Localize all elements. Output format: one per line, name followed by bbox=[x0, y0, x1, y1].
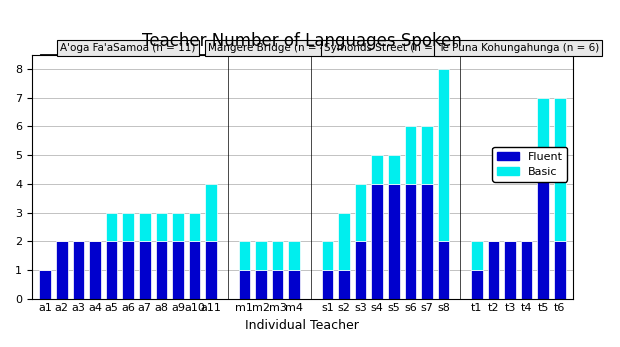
Bar bbox=[205, 241, 217, 298]
Bar bbox=[255, 270, 267, 298]
Bar bbox=[89, 241, 100, 298]
Bar bbox=[471, 241, 482, 270]
Bar bbox=[156, 241, 167, 298]
Bar bbox=[388, 155, 399, 184]
Bar bbox=[404, 126, 416, 184]
Bar bbox=[156, 212, 167, 241]
Bar bbox=[122, 212, 134, 241]
Bar bbox=[554, 241, 565, 298]
Text: A'oga Fa'aSamoa (n = 11): A'oga Fa'aSamoa (n = 11) bbox=[60, 43, 196, 53]
Bar bbox=[172, 241, 184, 298]
Text: Symonds Street (n = 8): Symonds Street (n = 8) bbox=[324, 43, 447, 53]
Bar bbox=[338, 270, 350, 298]
Bar bbox=[521, 241, 533, 298]
Bar bbox=[371, 184, 383, 298]
Bar bbox=[338, 212, 350, 270]
Bar bbox=[188, 241, 200, 298]
Bar bbox=[471, 270, 482, 298]
Bar bbox=[322, 241, 333, 270]
Bar bbox=[355, 184, 366, 241]
Bar bbox=[404, 184, 416, 298]
Bar bbox=[239, 270, 250, 298]
Bar bbox=[538, 98, 549, 155]
X-axis label: Individual Teacher: Individual Teacher bbox=[246, 319, 360, 332]
Bar bbox=[438, 241, 450, 298]
Bar bbox=[371, 155, 383, 184]
Bar bbox=[122, 241, 134, 298]
Bar bbox=[438, 69, 450, 241]
Bar bbox=[239, 241, 250, 270]
Bar bbox=[106, 212, 117, 241]
Bar bbox=[421, 184, 433, 298]
Bar bbox=[139, 212, 151, 241]
Bar bbox=[288, 270, 300, 298]
Bar bbox=[322, 270, 333, 298]
Bar bbox=[504, 241, 516, 298]
Bar bbox=[106, 241, 117, 298]
Bar bbox=[272, 241, 283, 270]
Bar bbox=[272, 270, 283, 298]
Text: Te Puna Kohungahunga (n = 6): Te Puna Kohungahunga (n = 6) bbox=[438, 43, 599, 53]
Bar bbox=[188, 212, 200, 241]
Bar bbox=[388, 184, 399, 298]
Bar bbox=[355, 241, 366, 298]
Title: Teacher Number of Languages Spoken: Teacher Number of Languages Spoken bbox=[143, 32, 463, 50]
Legend: Fluent, Basic: Fluent, Basic bbox=[492, 147, 567, 182]
Bar bbox=[73, 241, 84, 298]
Bar bbox=[487, 241, 499, 298]
Bar bbox=[39, 270, 51, 298]
Bar bbox=[421, 126, 433, 184]
Text: Mangere Bridge (n = 4): Mangere Bridge (n = 4) bbox=[208, 43, 330, 53]
Bar bbox=[56, 241, 68, 298]
Bar bbox=[554, 98, 565, 241]
Bar bbox=[172, 212, 184, 241]
Bar bbox=[288, 241, 300, 270]
Bar bbox=[255, 241, 267, 270]
Bar bbox=[139, 241, 151, 298]
Bar bbox=[538, 155, 549, 298]
Bar bbox=[205, 184, 217, 241]
